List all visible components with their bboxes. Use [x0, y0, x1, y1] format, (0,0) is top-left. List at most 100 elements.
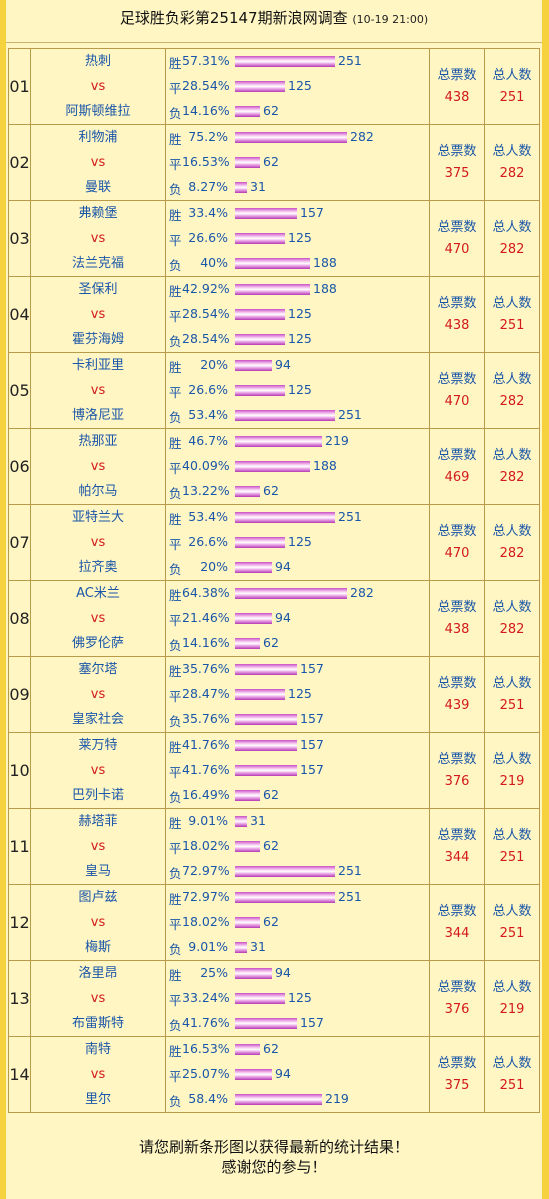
loss-bar	[235, 866, 335, 877]
win-line: 胜 46.7% 219	[166, 429, 429, 454]
total-people-label: 总人数	[492, 675, 532, 691]
draw-percent: 28.54%	[182, 78, 230, 93]
draw-label: 平	[169, 309, 182, 324]
loss-bar	[235, 486, 260, 497]
match-row: 13 洛里昂 vs 布雷斯特 胜 25% 94 平 33.24% 125 负 4…	[8, 960, 540, 1037]
match-number: 06	[8, 428, 31, 505]
draw-bar	[235, 537, 285, 548]
away-team: 里尔	[84, 1092, 111, 1107]
win-percent: 35.76%	[182, 661, 230, 676]
loss-count: 94	[275, 559, 291, 574]
loss-count: 157	[300, 1015, 324, 1030]
total-votes-value: 438	[444, 89, 470, 105]
match-table: 01 热刺 vs 阿斯顿维拉 胜 57.31% 251 平 28.54% 125…	[8, 48, 540, 1113]
vs-label: vs	[90, 611, 106, 626]
win-label: 胜	[169, 56, 182, 71]
survey-time: (10-19 21:00)	[352, 13, 429, 26]
vote-bars: 胜 20% 94 平 26.6% 125 负 53.4% 251	[165, 352, 430, 429]
total-people-cell: 总人数 282	[484, 200, 540, 277]
total-votes-cell: 总票数 438	[429, 48, 485, 125]
total-people-value: 282	[499, 393, 525, 409]
loss-count: 62	[263, 787, 279, 802]
total-votes-value: 470	[444, 241, 470, 257]
away-team: 梅斯	[84, 940, 111, 955]
match-row: 07 亚特兰大 vs 拉齐奥 胜 53.4% 251 平 26.6% 125 负…	[8, 504, 540, 581]
loss-percent: 40%	[200, 255, 228, 270]
draw-bar	[235, 1069, 272, 1080]
total-votes-value: 470	[444, 393, 470, 409]
loss-bar	[235, 942, 247, 953]
away-team: 博洛尼亚	[71, 408, 124, 423]
match-row: 02 利物浦 vs 曼联 胜 75.2% 282 平 16.53% 62 负 8…	[8, 124, 540, 201]
draw-line: 平 18.02% 62	[166, 834, 429, 859]
vote-bars: 胜 16.53% 62 平 25.07% 94 负 58.4% 219	[165, 1036, 430, 1113]
win-label: 胜	[169, 968, 182, 983]
win-count: 62	[263, 1041, 279, 1056]
total-votes-label: 总票数	[437, 219, 477, 235]
loss-line: 负 20% 94	[166, 555, 429, 580]
total-people-label: 总人数	[492, 447, 532, 463]
win-label: 胜	[169, 664, 182, 679]
loss-percent: 14.16%	[182, 103, 230, 118]
total-votes-cell: 总票数 469	[429, 428, 485, 505]
total-votes-label: 总票数	[437, 295, 477, 311]
win-count: 94	[275, 965, 291, 980]
win-line: 胜 33.4% 157	[166, 201, 429, 226]
teams-cell: AC米兰 vs 佛罗伦萨	[30, 580, 166, 657]
vote-bars: 胜 41.76% 157 平 41.76% 157 负 16.49% 62	[165, 732, 430, 809]
total-votes-value: 469	[444, 469, 470, 485]
draw-label: 平	[169, 537, 182, 552]
total-votes-label: 总票数	[437, 523, 477, 539]
loss-percent: 58.4%	[188, 1091, 228, 1106]
draw-bar	[235, 81, 285, 92]
loss-bar	[235, 182, 247, 193]
win-percent: 57.31%	[182, 53, 230, 68]
teams-cell: 赫塔菲 vs 皇马	[30, 808, 166, 885]
total-people-label: 总人数	[492, 67, 532, 83]
match-row: 11 赫塔菲 vs 皇马 胜 9.01% 31 平 18.02% 62 负 72…	[8, 808, 540, 885]
home-team: 利物浦	[78, 130, 118, 145]
total-votes-value: 438	[444, 317, 470, 333]
win-bar	[235, 208, 297, 219]
total-people-cell: 总人数 251	[484, 808, 540, 885]
draw-bar	[235, 613, 272, 624]
loss-bar	[235, 258, 310, 269]
loss-percent: 72.97%	[182, 863, 230, 878]
win-label: 胜	[169, 588, 182, 603]
loss-percent: 28.54%	[182, 331, 230, 346]
win-percent: 46.7%	[188, 433, 228, 448]
win-count: 157	[300, 737, 324, 752]
match-row: 06 热那亚 vs 帕尔马 胜 46.7% 219 平 40.09% 188 负…	[8, 428, 540, 505]
home-team: 洛里昂	[78, 966, 118, 981]
total-people-label: 总人数	[492, 599, 532, 615]
loss-line: 负 14.16% 62	[166, 631, 429, 656]
win-percent: 64.38%	[182, 585, 230, 600]
footer-line-thanks: 感谢您的参与！	[221, 1158, 327, 1176]
loss-percent: 16.49%	[182, 787, 230, 802]
total-votes-cell: 总票数 375	[429, 1036, 485, 1113]
vote-bars: 胜 53.4% 251 平 26.6% 125 负 20% 94	[165, 504, 430, 581]
draw-percent: 25.07%	[182, 1066, 230, 1081]
draw-count: 125	[288, 306, 312, 321]
win-bar	[235, 816, 247, 827]
win-line: 胜 72.97% 251	[166, 885, 429, 910]
teams-cell: 莱万特 vs 巴列卡诺	[30, 732, 166, 809]
match-row: 09 塞尔塔 vs 皇家社会 胜 35.76% 157 平 28.47% 125…	[8, 656, 540, 733]
loss-line: 负 72.97% 251	[166, 859, 429, 884]
loss-percent: 35.76%	[182, 711, 230, 726]
total-votes-label: 总票数	[437, 675, 477, 691]
draw-label: 平	[169, 993, 182, 1008]
loss-count: 251	[338, 863, 362, 878]
loss-line: 负 40% 188	[166, 251, 429, 276]
loss-count: 125	[288, 331, 312, 346]
away-team: 法兰克福	[71, 256, 124, 271]
total-people-label: 总人数	[492, 1055, 532, 1071]
total-votes-cell: 总票数 470	[429, 352, 485, 429]
match-row: 08 AC米兰 vs 佛罗伦萨 胜 64.38% 282 平 21.46% 94…	[8, 580, 540, 657]
vs-label: vs	[90, 839, 106, 854]
total-people-cell: 总人数 251	[484, 884, 540, 961]
total-votes-value: 470	[444, 545, 470, 561]
total-votes-cell: 总票数 344	[429, 808, 485, 885]
total-votes-value: 344	[444, 849, 470, 865]
total-people-label: 总人数	[492, 523, 532, 539]
